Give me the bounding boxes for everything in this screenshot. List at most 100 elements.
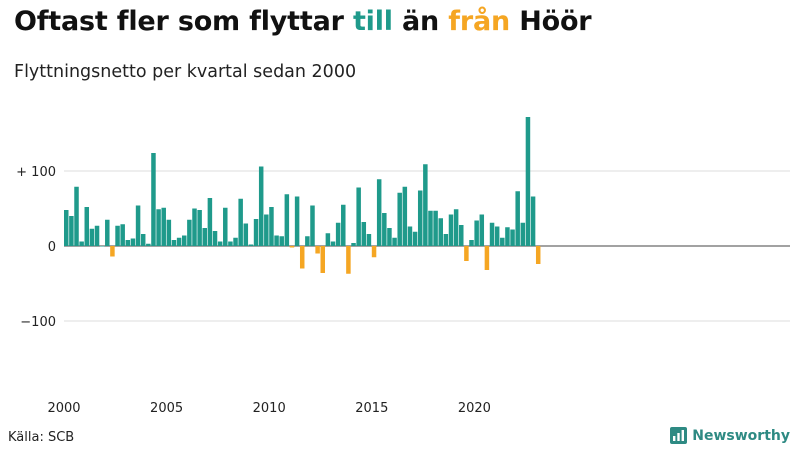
bar [130, 238, 136, 246]
bars [64, 117, 541, 274]
bar [289, 246, 295, 248]
x-tick-label: 2010 [253, 401, 286, 416]
bar [530, 196, 536, 246]
bar [99, 246, 105, 247]
bar [79, 241, 84, 246]
bar [89, 228, 95, 246]
bar [135, 205, 141, 246]
bar [428, 210, 433, 246]
bar [407, 226, 413, 246]
bar [382, 213, 387, 246]
bar [520, 222, 526, 246]
bar [489, 222, 495, 246]
bar [217, 241, 223, 246]
y-tick-label: 0 [48, 240, 56, 255]
bar [253, 219, 259, 246]
bar [274, 235, 279, 246]
y-tick-label: −100 [20, 315, 56, 330]
bar [197, 210, 202, 246]
title-word-out: från [448, 6, 510, 37]
bar [94, 225, 100, 246]
x-tick-label: 2000 [47, 401, 80, 416]
bar [484, 246, 490, 270]
bar [207, 198, 213, 246]
bar [69, 216, 74, 246]
bar [248, 244, 254, 246]
newsworthy-icon [670, 427, 688, 444]
bar [233, 237, 238, 246]
bar [474, 220, 479, 246]
source-note: Källa: SCB [8, 430, 75, 445]
bar [500, 237, 505, 246]
bar [341, 204, 346, 246]
bar [161, 207, 166, 246]
bar [515, 191, 520, 246]
title-end: Höör [519, 6, 592, 37]
brand-name: Newsworthy [692, 427, 790, 444]
bar [535, 246, 541, 264]
bar [387, 228, 392, 246]
bar [74, 186, 79, 246]
bar [146, 243, 151, 246]
bar [361, 222, 367, 246]
bar [525, 117, 531, 246]
bar [392, 237, 397, 246]
bar [335, 222, 341, 246]
bar [284, 194, 290, 246]
axis-labels: + 100 0 −100 2000 2005 2010 2015 2020 [16, 165, 491, 416]
bar [310, 205, 315, 246]
title-word-in: till [352, 6, 393, 37]
bar [299, 246, 305, 269]
bar [453, 209, 459, 246]
bar [212, 231, 218, 246]
x-tick-label: 2005 [150, 401, 183, 416]
bar [438, 218, 443, 246]
bar [187, 219, 192, 246]
bar [171, 240, 177, 246]
bar [84, 207, 90, 246]
bar [192, 208, 197, 246]
bar [469, 240, 474, 246]
bar [305, 236, 310, 246]
bar [464, 246, 469, 261]
bar [156, 209, 161, 246]
bar [105, 219, 110, 246]
bar [494, 226, 500, 246]
bar [510, 229, 515, 246]
brand-logo: Newsworthy [670, 427, 790, 444]
bar [166, 219, 172, 246]
bar [125, 240, 131, 246]
chart-subtitle: Flyttningsnetto per kvartal sedan 2000 [14, 62, 357, 82]
bar [294, 196, 300, 246]
bar [448, 214, 454, 246]
bar [228, 241, 233, 246]
bar [366, 234, 372, 246]
bar [356, 187, 361, 246]
title-mid: än [402, 6, 440, 37]
bar [181, 235, 187, 246]
bar [202, 228, 208, 246]
bar [223, 207, 228, 246]
bar [269, 207, 274, 246]
bar [433, 210, 438, 246]
bar [346, 246, 351, 274]
x-tick-label: 2020 [458, 401, 491, 416]
bar [120, 224, 125, 246]
bar [140, 234, 146, 246]
bar [459, 225, 464, 246]
bar [423, 164, 428, 246]
chart-title: Oftast fler som flyttar till än från Höö… [14, 6, 592, 37]
bar [325, 233, 331, 246]
bar [315, 246, 320, 254]
bar [258, 166, 264, 246]
bar [371, 246, 377, 258]
x-tick-label: 2015 [355, 401, 388, 416]
bar [110, 246, 115, 257]
bar [505, 227, 510, 246]
bar [330, 241, 336, 246]
bar [279, 236, 284, 246]
bar [397, 192, 402, 246]
y-tick-label: + 100 [16, 165, 56, 180]
bar [64, 210, 69, 246]
